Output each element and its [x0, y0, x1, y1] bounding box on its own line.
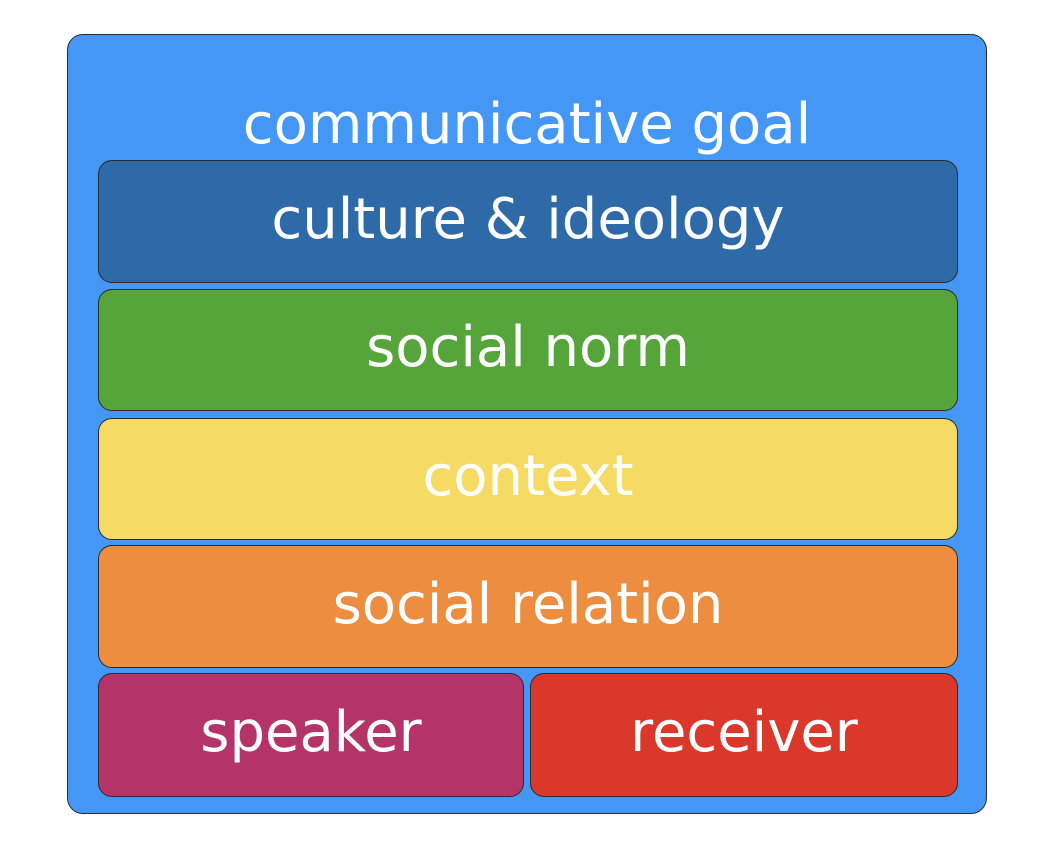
- communicative-goal-label: communicative goal: [242, 92, 812, 157]
- context-layer: context: [98, 418, 958, 540]
- social-norm-label: social norm: [366, 315, 690, 380]
- context-label: context: [422, 444, 634, 509]
- social-norm-layer: social norm: [98, 289, 958, 411]
- social-relation-label: social relation: [332, 571, 724, 637]
- receiver-box: receiver: [530, 673, 958, 797]
- speaker-label: speaker: [200, 700, 422, 765]
- culture-ideology-layer: culture & ideology: [98, 160, 958, 283]
- speaker-box: speaker: [98, 673, 524, 797]
- social-relation-layer: social relation: [98, 545, 958, 668]
- culture-ideology-label: culture & ideology: [271, 186, 785, 252]
- receiver-label: receiver: [630, 700, 858, 765]
